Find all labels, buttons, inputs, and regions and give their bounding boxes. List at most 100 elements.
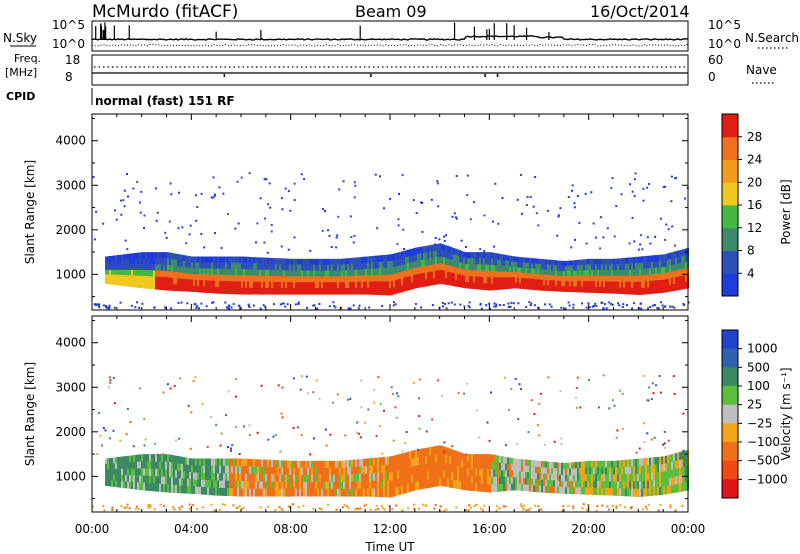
power-cell xyxy=(455,248,457,256)
velocity-cell xyxy=(659,464,661,473)
power-speck xyxy=(595,305,598,307)
power-cell xyxy=(597,286,599,294)
power-cell xyxy=(523,278,525,284)
power-speck xyxy=(93,238,96,241)
velocity-cell xyxy=(197,472,199,481)
velocity-speck xyxy=(109,379,112,382)
velocity-cell xyxy=(667,470,669,479)
power-cell xyxy=(187,261,189,269)
velocity-cell xyxy=(227,480,229,489)
power-cell xyxy=(493,265,495,272)
power-speck xyxy=(309,249,312,252)
power-speck xyxy=(98,304,100,307)
velocity-speck xyxy=(624,506,626,509)
power-cell xyxy=(351,281,353,289)
power-cell xyxy=(157,264,159,272)
velocity-cell xyxy=(233,488,235,497)
power-cell xyxy=(339,258,341,266)
velocity-speck xyxy=(434,504,437,506)
power-cell xyxy=(313,270,315,277)
velocity-cell xyxy=(355,481,357,490)
velocity-cell xyxy=(637,488,639,497)
velocity-cell xyxy=(417,465,419,474)
power-cell xyxy=(535,268,537,275)
power-cell xyxy=(423,279,425,287)
power-cell xyxy=(509,261,511,267)
velocity-cell xyxy=(223,458,225,467)
power-speck xyxy=(140,190,143,193)
power-cell xyxy=(621,287,623,295)
power-cell xyxy=(287,282,289,289)
velocity-cell xyxy=(427,447,429,457)
velocity-colorbar-label: Velocity [m s⁻¹] xyxy=(779,367,793,460)
velocity-cell xyxy=(597,487,599,495)
velocity-cell xyxy=(597,481,599,489)
power-cell xyxy=(167,277,169,285)
velocity-cell xyxy=(279,481,281,490)
velocity-cell xyxy=(435,446,437,455)
power-cell xyxy=(133,275,135,282)
velocity-cell xyxy=(515,471,517,478)
velocity-speck xyxy=(365,503,367,506)
power-colorbar-tick-label: 8 xyxy=(747,244,755,258)
power-cell xyxy=(585,275,587,282)
power-cell xyxy=(125,264,127,271)
velocity-cell xyxy=(413,466,415,475)
power-cell xyxy=(511,277,513,284)
power-cell xyxy=(215,280,217,288)
power-cell xyxy=(169,283,171,291)
power-cell xyxy=(675,283,677,291)
velocity-speck xyxy=(481,509,484,512)
velocity-speck xyxy=(418,507,420,510)
power-cell xyxy=(671,258,673,266)
velocity-cell xyxy=(579,461,581,469)
power-cell xyxy=(485,264,487,272)
power-cell xyxy=(673,258,675,266)
power-speck xyxy=(239,307,242,310)
velocity-cell xyxy=(253,459,255,468)
velocity-cell xyxy=(613,467,615,476)
power-cell xyxy=(145,252,147,259)
power-cell xyxy=(129,280,131,287)
power-cell xyxy=(185,255,187,262)
velocity-cell xyxy=(417,457,419,466)
velocity-speck xyxy=(355,507,358,510)
velocity-cell xyxy=(127,481,129,489)
power-cell xyxy=(573,265,575,272)
velocity-cell xyxy=(373,465,375,474)
power-cell xyxy=(541,284,543,291)
power-speck xyxy=(349,215,352,218)
velocity-cell xyxy=(529,459,531,467)
velocity-cell xyxy=(413,450,415,459)
power-cell xyxy=(449,278,451,286)
velocity-cell xyxy=(433,478,435,488)
velocity-cell xyxy=(127,455,129,463)
velocity-cell xyxy=(393,455,395,465)
power-cell xyxy=(297,282,299,289)
power-cell xyxy=(159,258,161,266)
velocity-cell xyxy=(477,461,479,470)
power-cell xyxy=(321,270,323,277)
velocity-cell xyxy=(349,488,351,497)
power-cell xyxy=(533,263,535,270)
velocity-cell xyxy=(621,460,623,468)
power-cell xyxy=(529,257,531,264)
power-cell xyxy=(569,260,571,267)
power-cell xyxy=(335,270,337,277)
velocity-cell xyxy=(405,452,407,461)
velocity-cell xyxy=(549,486,551,494)
velocity-cell xyxy=(599,481,601,489)
velocity-cell xyxy=(623,481,625,489)
velocity-cell xyxy=(347,488,349,497)
power-speck xyxy=(443,239,446,242)
velocity-cell xyxy=(397,478,399,488)
velocity-speck xyxy=(161,453,164,456)
power-cell xyxy=(333,270,335,277)
velocity-cell xyxy=(441,477,443,487)
velocity-cell xyxy=(597,460,599,469)
power-cell xyxy=(361,281,363,289)
power-cell xyxy=(487,277,489,285)
velocity-cell xyxy=(511,464,513,472)
power-cell xyxy=(427,265,429,273)
velocity-cell xyxy=(533,478,535,486)
